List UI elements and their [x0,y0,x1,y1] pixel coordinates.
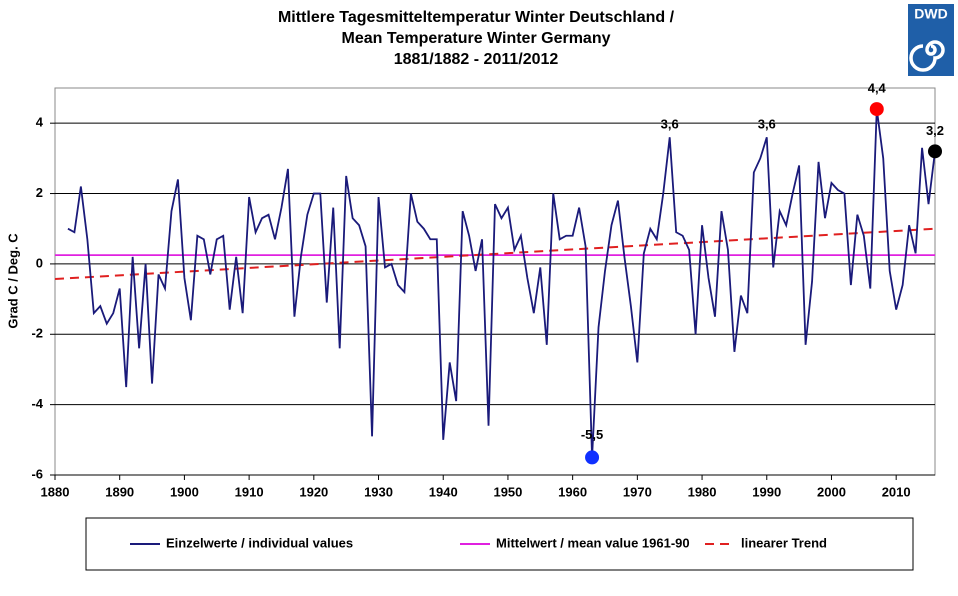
logo: DWD [908,4,954,76]
x-tick-label: 1900 [170,484,199,499]
annotation: 3,6 [661,117,679,132]
y-tick-label: 2 [36,185,43,200]
series-line [67,108,936,458]
x-tick-label: 2000 [817,484,846,499]
highlight-dot [928,144,942,159]
x-tick-label: 1970 [623,484,652,499]
x-tick-label: 1920 [299,484,328,499]
legend-label: Einzelwerte / individual values [166,535,353,550]
chart-title: Mittlere Tagesmitteltemperatur Winter De… [278,9,675,26]
logo-spiral [909,40,945,72]
y-tick-label: -2 [31,326,43,341]
x-tick-label: 1980 [688,484,717,499]
highlight-dot [869,102,884,117]
logo-text: DWD [914,6,947,22]
y-tick-label: -6 [31,466,43,481]
highlight-dot [585,450,600,465]
logo-box [908,4,954,76]
annotation: -5,5 [581,427,603,442]
annotation: 3,2 [926,123,944,138]
x-tick-label: 1890 [105,484,134,499]
x-tick-label: 1930 [364,484,393,499]
x-tick-label: 1910 [235,484,264,499]
y-tick-label: 0 [36,255,43,270]
legend [85,517,914,571]
legend-label: linearer Trend [741,535,827,550]
x-tick-label: 1990 [752,484,781,499]
annotation: 3,6 [758,117,776,132]
x-tick-label: 1950 [493,484,522,499]
x-tick-label: 2010 [882,484,911,499]
legend-label: Mittelwert / mean value 1961-90 [496,535,690,550]
y-tick-label: -4 [31,396,43,411]
chart-title: 1881/1882 - 2011/2012 [394,51,559,68]
x-tick-label: 1880 [41,484,70,499]
x-tick-label: 1960 [558,484,587,499]
annotation: 4,4 [868,81,887,96]
x-tick-label: 1940 [429,484,458,499]
chart-title: Mean Temperature Winter Germany [342,30,611,47]
y-tick-label: 4 [36,115,44,130]
y-axis-label: Grad C / Deg. C [5,233,20,329]
series-line [54,227,936,281]
